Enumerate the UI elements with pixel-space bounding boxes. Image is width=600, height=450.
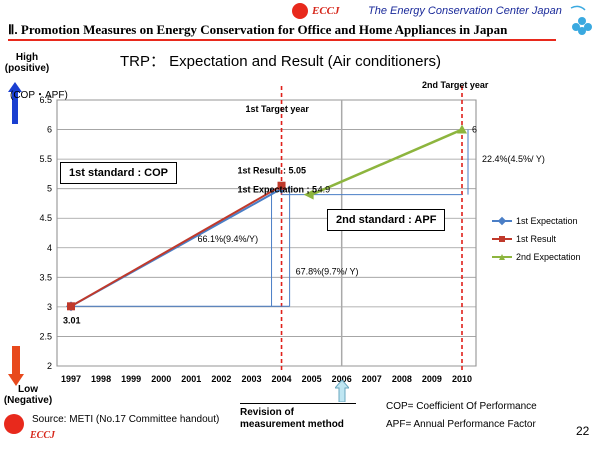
revision-note: Revision of measurement method <box>240 403 356 431</box>
pct-first-label: 66.1%(9.4%/Y) <box>198 234 259 244</box>
footer-logo-icon <box>4 414 24 434</box>
x-tick-label: 1998 <box>91 374 111 384</box>
organization-name: The Energy Conservation Center Japan <box>368 5 562 17</box>
plot-area <box>56 99 477 367</box>
x-tick-label: 2005 <box>302 374 322 384</box>
second-start-label: 4.9 <box>318 185 331 195</box>
down-arrow-icon <box>8 346 24 386</box>
x-tick-label: 2006 <box>332 374 352 384</box>
title-rule <box>8 39 556 41</box>
x-tick-label: 2010 <box>452 374 472 384</box>
y-tick-label: 6.5 <box>39 95 52 105</box>
start-value-label: 3.01 <box>63 315 81 325</box>
first-target-label: 1st Target year <box>246 104 310 114</box>
x-tick-label: 2001 <box>181 374 201 384</box>
series-2-point <box>277 181 286 190</box>
x-tick-label: 1997 <box>61 374 81 384</box>
second-target-label: 2nd Target year <box>422 80 489 90</box>
pct-second-label: 22.4%(4.5%/ Y) <box>482 154 545 164</box>
revision-arrow-icon <box>335 380 349 402</box>
legend-label: 2nd Expectation <box>516 252 581 262</box>
legend-label: 1st Expectation <box>516 216 578 226</box>
series-3-arrowhead <box>303 189 314 200</box>
series-line-2 <box>70 184 283 308</box>
x-tick-label: 2000 <box>151 374 171 384</box>
section-title: Ⅱ. Promotion Measures on Energy Conserva… <box>8 22 508 37</box>
y-tick-label: 5.5 <box>39 154 52 164</box>
source-note: Source: METI (No.17 Committee handout) <box>32 414 220 425</box>
up-arrow-icon <box>8 82 22 124</box>
eccj-logo-icon <box>292 3 308 19</box>
first-expectation-label: 1st Expectation ; 5 <box>238 185 318 195</box>
x-tick-label: 2004 <box>272 374 292 384</box>
series-3-point <box>457 124 467 134</box>
x-tick-label: 2009 <box>422 374 442 384</box>
legend-item-first-result: 1st Result <box>492 230 581 248</box>
y-tick-label: 2 <box>47 361 52 371</box>
apf-definition: APF= Annual Performance Factor <box>386 419 536 430</box>
legend-label: 1st Result <box>516 234 557 244</box>
legend: 1st Expectation 1st Result 2nd Expectati… <box>492 212 581 266</box>
second-end-label: 6 <box>472 125 477 135</box>
legend-item-first-expectation: 1st Expectation <box>492 212 581 230</box>
clover-icon <box>570 5 592 35</box>
footer-logo-text: ECCJ <box>30 430 56 441</box>
cop-definition: COP= Coefficient Of Performance <box>386 401 537 412</box>
eccj-logo-text: ECCJ <box>312 5 340 17</box>
x-tick-label: 2002 <box>211 374 231 384</box>
y-tick-label: 2.5 <box>39 331 52 341</box>
chart-title: TRP： Expectation and Result (Air conditi… <box>120 53 441 70</box>
y-tick-label: 5 <box>47 184 52 194</box>
first-result-label: 1st Result : 5.05 <box>238 166 307 176</box>
x-tick-label: 1999 <box>121 374 141 384</box>
series-2-point <box>67 302 75 311</box>
series-line-3 <box>311 128 463 196</box>
y-tick-label: 6 <box>47 125 52 135</box>
low-label: Low (Negative) <box>3 384 53 406</box>
x-tick-label: 2003 <box>241 374 261 384</box>
legend-item-second-expectation: 2nd Expectation <box>492 248 581 266</box>
page-number: 22 <box>576 424 590 438</box>
y-tick-label: 3.5 <box>39 272 52 282</box>
y-tick-label: 4 <box>47 243 52 253</box>
pct-result-label: 67.8%(9.7%/ Y) <box>296 266 359 276</box>
x-tick-label: 2008 <box>392 374 412 384</box>
y-axis-label: (COP・APF) <box>10 90 68 101</box>
second-standard-label: 2nd standard : APF <box>327 209 446 231</box>
x-tick-label: 2007 <box>362 374 382 384</box>
y-tick-label: 4.5 <box>39 213 52 223</box>
y-tick-label: 3 <box>47 302 52 312</box>
high-label: High (positive) <box>4 52 50 74</box>
first-standard-label: 1st standard : COP <box>60 162 178 184</box>
